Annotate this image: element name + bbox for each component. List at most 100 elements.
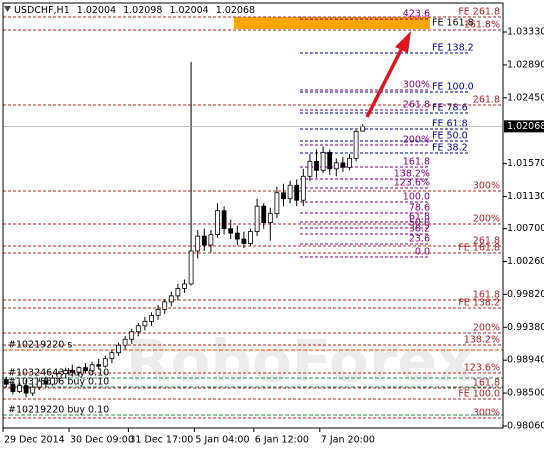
fibo-label: 161.8 <box>403 157 430 168</box>
candle-body <box>142 320 148 327</box>
candle-body <box>241 238 247 244</box>
chart-title: USDCHF,H1 1.02004 1.02098 1.02004 1.0206… <box>14 5 255 16</box>
x-tick-label: 29 Dec 2014 <box>4 435 65 446</box>
fibo-label: FE 138.2 <box>458 298 500 309</box>
x-tick-label: 30 Dec 09:00 <box>70 435 134 446</box>
order-label: #10318506 buy 0.10 <box>8 377 109 388</box>
candle-body <box>168 295 174 303</box>
candle-body <box>175 288 181 297</box>
candle-body <box>162 301 168 310</box>
candle-body <box>182 283 187 289</box>
candle-body <box>23 385 29 394</box>
candle-body <box>149 314 154 322</box>
x-tick-label: 31 Dec 17:00 <box>129 435 193 446</box>
y-tick-label: 1.00260 <box>507 256 544 267</box>
fibo-label: FE 100.0 <box>458 388 500 399</box>
last-price-tag <box>504 120 544 133</box>
fibo-label: 423.6 <box>403 8 430 19</box>
y-tick-label: 0.98060 <box>507 420 544 431</box>
candle-body <box>43 380 49 385</box>
fibo-label: 138.2% <box>394 168 430 179</box>
candle-body <box>135 325 141 333</box>
fibo-label: 38.2 <box>409 224 430 235</box>
candle-body <box>56 373 62 379</box>
y-tick-label: 1.02890 <box>507 59 544 70</box>
candle-body <box>195 235 201 252</box>
order-label: #10324643 buy 0.10 <box>8 367 109 378</box>
candle-body <box>254 205 260 233</box>
y-tick-label: 1.01570 <box>507 158 544 169</box>
ohlc-high: 1.02098 <box>123 5 162 16</box>
fibo-label: 200% <box>473 213 500 224</box>
candle-body <box>287 184 293 200</box>
y-tick-label: 0.98500 <box>507 388 544 399</box>
candle-body <box>96 364 102 367</box>
ohlc-close: 1.02068 <box>216 5 255 16</box>
fibo-label: 200% <box>403 135 430 146</box>
y-tick-label: 0.99380 <box>507 322 544 333</box>
candle-body <box>320 151 326 171</box>
fibo-label: 261.8 <box>473 236 500 247</box>
order-label: #10219220 s <box>8 340 72 351</box>
candle-body <box>327 151 333 170</box>
candle-body <box>307 160 313 177</box>
fibo-label: FE 78.6 <box>432 102 468 113</box>
y-tick-label: 0.99820 <box>507 289 544 300</box>
candle-body <box>3 379 9 385</box>
candle-body <box>129 331 135 340</box>
x-tick-label: 6 Jan 12:00 <box>255 435 309 446</box>
candle-body <box>261 205 267 224</box>
fibo-label: 61.8 <box>409 211 430 222</box>
candle-body <box>69 370 75 373</box>
candle-body <box>89 364 95 372</box>
candle-body <box>50 377 55 385</box>
arrow-shaft <box>365 47 404 118</box>
candle-body <box>10 383 16 392</box>
candle-body <box>274 192 280 215</box>
fibo-label: 123.6% <box>464 362 500 373</box>
candle-body <box>116 344 121 354</box>
candle-body <box>188 250 194 285</box>
candle-body <box>109 352 115 360</box>
fibo-label: FE 61.8 <box>432 118 468 129</box>
target-zone <box>234 16 430 30</box>
candle-body <box>281 192 286 200</box>
fibo-label: 78.6 <box>409 202 430 213</box>
candle-body <box>17 385 22 392</box>
plot-frame <box>2 2 504 429</box>
candle-body <box>221 210 227 230</box>
candle-body <box>201 235 207 246</box>
candle-body <box>314 160 319 171</box>
candle-body <box>267 213 273 224</box>
candle-body <box>122 338 128 346</box>
y-tick-label: 1.01130 <box>507 191 544 202</box>
candle-body <box>228 228 234 234</box>
fibo-label: 50.0 <box>409 218 430 229</box>
fibo-label: FE 161.8 <box>458 242 500 253</box>
order-label: #10219220 buy 0.10 <box>8 404 109 415</box>
candle-body <box>30 386 36 394</box>
fibo-label: 161.8 <box>473 290 500 301</box>
fibo-label: 100.0 <box>403 192 430 203</box>
candle-body <box>294 184 300 201</box>
y-tick-label: 1.02450 <box>507 92 544 103</box>
fibo-label: 138.2% <box>464 335 500 346</box>
candle-body <box>215 210 220 236</box>
fibo-label: 300% <box>403 80 430 91</box>
fibo-label: 123.6% <box>394 178 430 189</box>
fibo-label: FE 50.0 <box>432 131 468 142</box>
fibo-label: 23.6 <box>409 234 430 245</box>
x-tick-label: 5 Jan 04:00 <box>195 435 249 446</box>
title-icon <box>4 6 11 12</box>
fibo-label: 161.8% <box>464 19 500 30</box>
candle-body <box>347 157 352 168</box>
y-tick-label: 1.00700 <box>507 223 544 234</box>
fibo-label: FE 261.8 <box>458 6 500 17</box>
candle-body <box>333 162 339 170</box>
fibo-label: 261.8 <box>403 99 430 110</box>
fibo-label: 161.8 <box>473 378 500 389</box>
candle-body <box>248 231 253 244</box>
fibo-label: 300% <box>473 407 500 418</box>
candle-body <box>36 380 42 388</box>
